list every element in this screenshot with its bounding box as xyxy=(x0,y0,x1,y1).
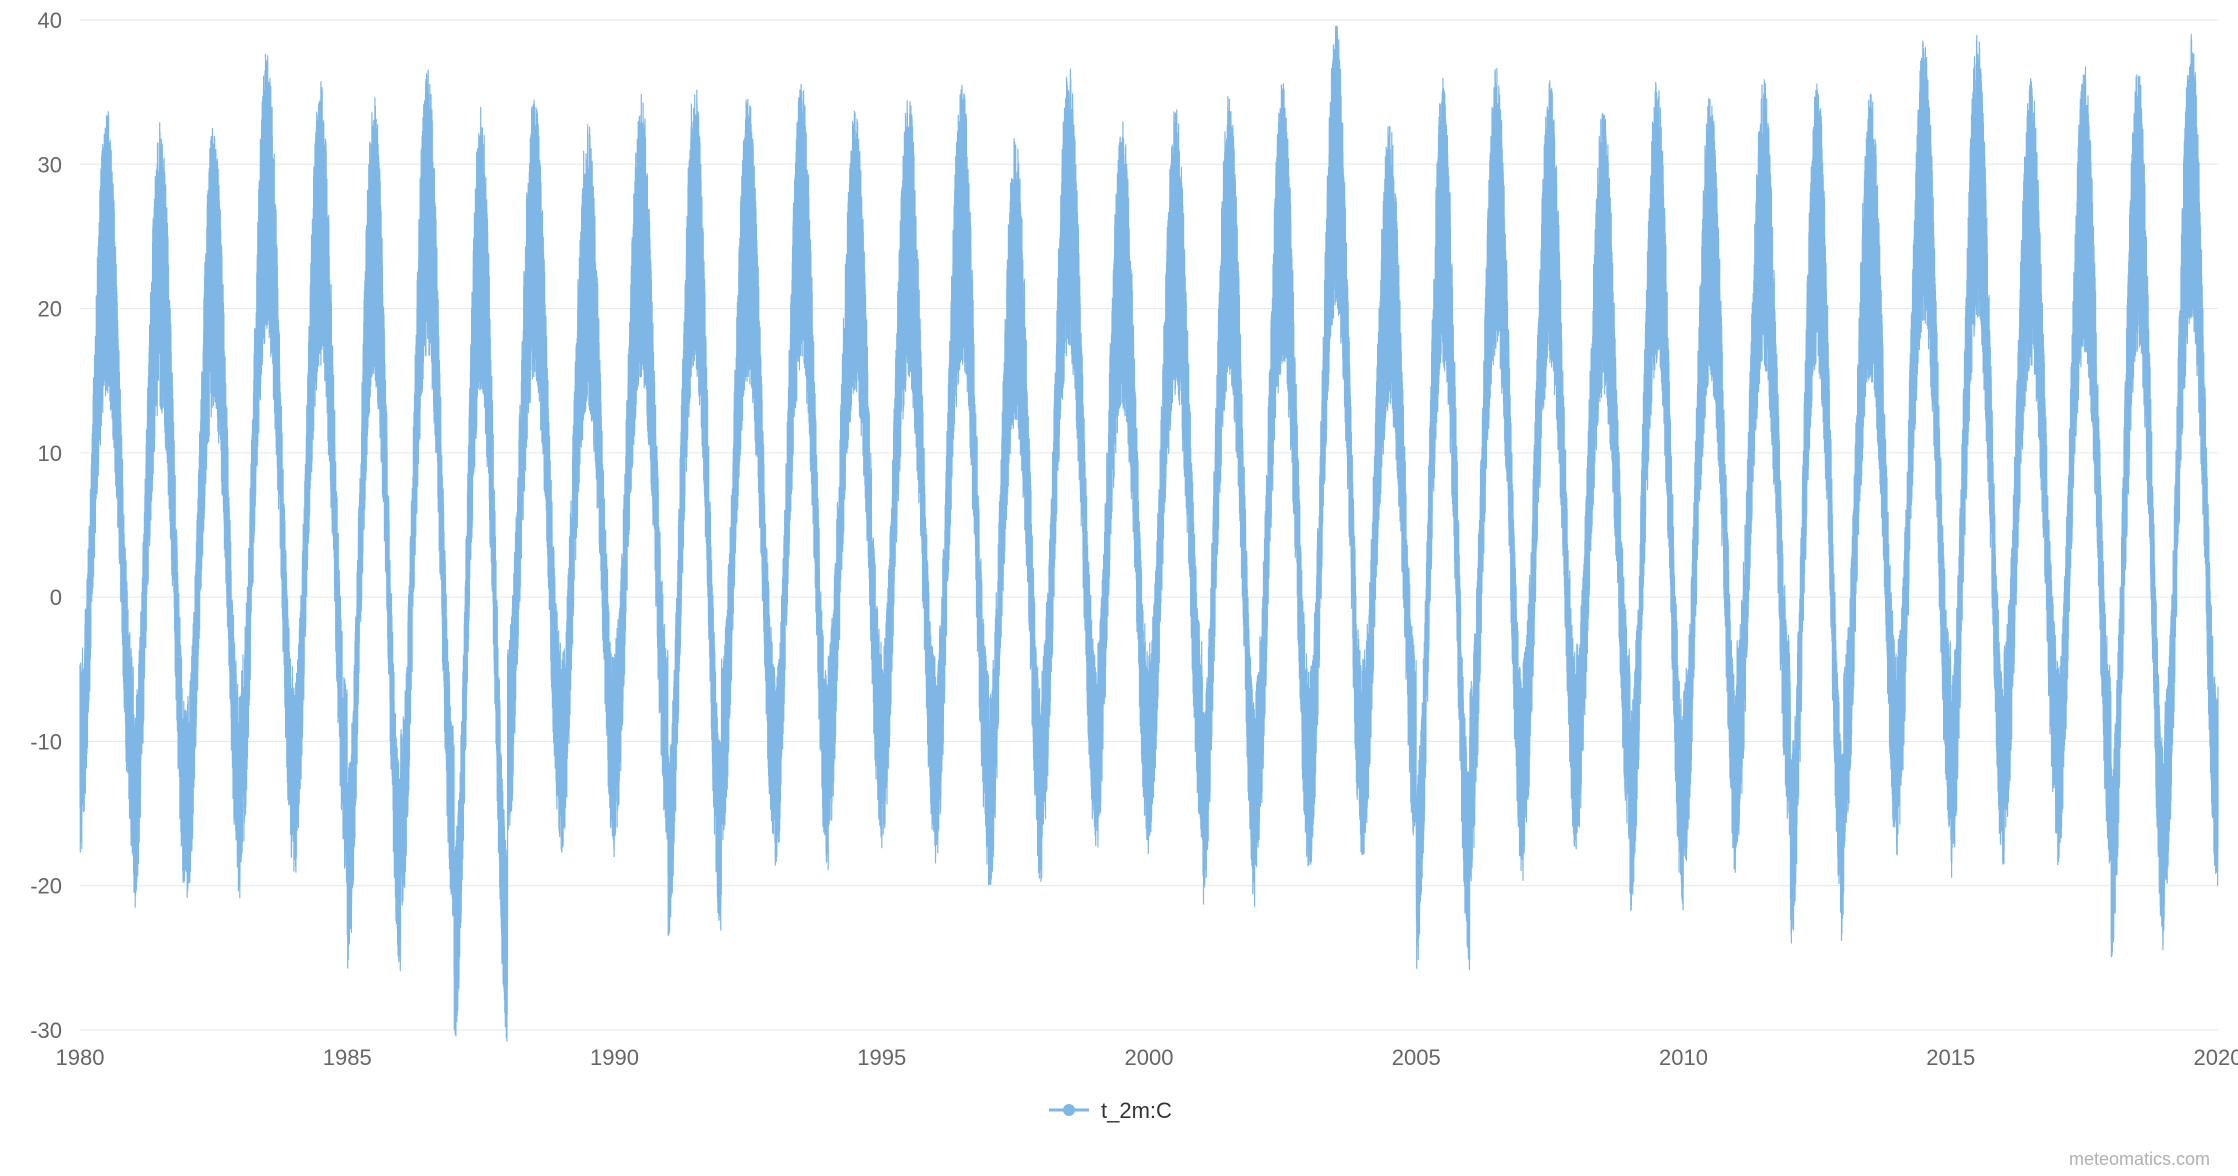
y-tick-label: 10 xyxy=(38,441,62,466)
y-tick-label: 30 xyxy=(38,152,62,177)
y-tick-label: -20 xyxy=(30,874,62,899)
x-tick-label: 1995 xyxy=(857,1045,906,1070)
attribution-text: meteomatics.com xyxy=(2069,1149,2210,1169)
y-tick-label: -30 xyxy=(30,1018,62,1043)
legend-marker-icon xyxy=(1063,1104,1075,1116)
x-tick-label: 2005 xyxy=(1392,1045,1441,1070)
y-tick-label: -10 xyxy=(30,729,62,754)
y-tick-label: 40 xyxy=(38,8,62,33)
y-tick-label: 20 xyxy=(38,297,62,322)
x-tick-label: 1990 xyxy=(590,1045,639,1070)
x-tick-label: 2020 xyxy=(2194,1045,2238,1070)
x-tick-label: 2010 xyxy=(1659,1045,1708,1070)
x-tick-label: 2000 xyxy=(1125,1045,1174,1070)
x-tick-label: 2015 xyxy=(1926,1045,1975,1070)
x-tick-label: 1980 xyxy=(56,1045,105,1070)
x-tick-label: 1985 xyxy=(323,1045,372,1070)
chart-container: -30 -20 -10 0 10 20 30 40 1980 1985 1990 1995 2000 20… xyxy=(0,0,2238,1176)
temperature-timeseries-chart: -30 -20 -10 0 10 20 30 40 1980 1985 1990 1995 2000 20… xyxy=(0,0,2238,1176)
legend-label: t_2m:C xyxy=(1101,1098,1172,1123)
y-tick-label: 0 xyxy=(50,585,62,610)
